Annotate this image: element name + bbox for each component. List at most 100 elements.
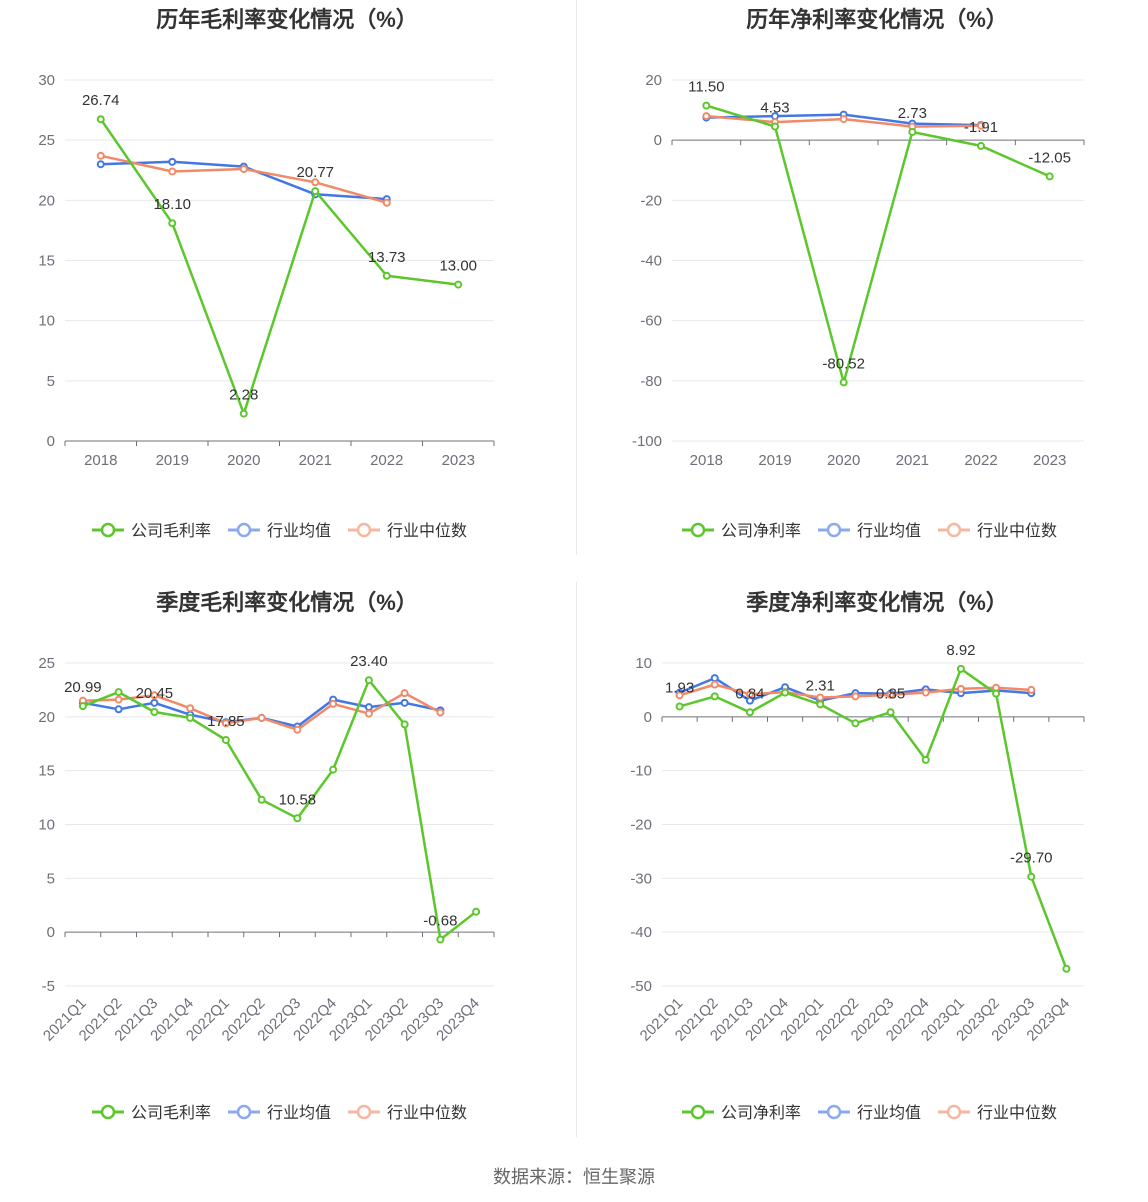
data-point	[921, 688, 930, 697]
series-line-0	[679, 667, 1068, 970]
data-point	[257, 795, 266, 804]
y-tick-label: -40	[630, 924, 652, 941]
data-label: 11.50	[688, 79, 724, 96]
legend-label: 公司净利率	[721, 1104, 801, 1122]
chart-title: 历年毛利率变化情况（%）	[156, 7, 418, 32]
data-point	[702, 101, 711, 110]
chart-svg-quarterly-net: -50-40-30-20-100102021Q12021Q22021Q32021…	[630, 642, 1085, 1122]
data-point	[851, 719, 860, 728]
data-point	[781, 688, 790, 697]
data-point	[168, 167, 177, 176]
data-point	[675, 691, 684, 700]
data-point	[400, 720, 409, 729]
data-point	[114, 705, 123, 714]
x-tick-label: 2019	[156, 452, 189, 469]
data-point	[908, 127, 917, 136]
data-point	[886, 708, 895, 717]
divider	[576, 0, 577, 555]
data-label: 0.84	[735, 685, 764, 702]
data-point	[745, 708, 754, 717]
legend-label: 行业中位数	[977, 522, 1057, 540]
data-label: -80.52	[822, 355, 865, 372]
y-tick-label: 0	[654, 132, 662, 149]
legend-marker	[236, 522, 252, 538]
data-point	[956, 684, 965, 693]
data-point	[150, 691, 159, 700]
chart-title: 季度净利率变化情况（%）	[746, 590, 1008, 615]
data-point	[96, 160, 105, 169]
data-point	[710, 680, 719, 689]
data-point	[257, 713, 266, 722]
y-tick-label: 10	[38, 313, 55, 330]
chart-annual-net: 历年净利率变化情况（%） -100 -80 -60 -40 -20 0 20 2018 2019…	[590, 0, 1148, 580]
divider	[576, 582, 577, 1137]
y-tick-label: 5	[47, 373, 55, 390]
series-line-0	[705, 104, 1051, 384]
data-point	[436, 708, 445, 717]
series-line-0	[82, 678, 477, 941]
data-point	[472, 907, 481, 916]
data-point	[221, 735, 230, 744]
y-tick-label: 15	[38, 253, 55, 270]
x-tick-label: 2022	[964, 452, 997, 469]
x-tick-label: 2021	[299, 452, 332, 469]
data-point	[956, 664, 965, 673]
legend-label: 行业中位数	[387, 1104, 467, 1122]
y-tick-label: 25	[38, 655, 55, 672]
legend-marker	[826, 522, 842, 538]
data-point	[311, 187, 320, 196]
data-point	[150, 707, 159, 716]
data-label: 1.93	[665, 679, 694, 696]
x-tick-label: 2020	[227, 452, 260, 469]
data-point	[816, 693, 825, 702]
legend-label: 公司毛利率	[131, 522, 211, 540]
data-point	[221, 719, 230, 728]
chart-title: 季度毛利率变化情况（%）	[156, 590, 418, 615]
legend-marker	[100, 522, 116, 538]
data-point	[168, 157, 177, 166]
x-tick-label: 2023	[1033, 452, 1066, 469]
data-point	[400, 698, 409, 707]
x-tick-label: 2018	[84, 452, 117, 469]
x-tick-label: 2022	[370, 452, 403, 469]
chart-quarterly-net: 季度净利率变化情况（%） -50 -40 -30 -20 -10 0 10 2021Q1 202…	[590, 583, 1148, 1163]
data-label: 4.53	[760, 100, 789, 117]
data-label: -0.68	[423, 912, 457, 929]
data-label: 8.92	[946, 642, 975, 659]
legend-marker	[690, 1104, 706, 1120]
data-point	[364, 703, 373, 712]
data-point	[239, 409, 248, 418]
data-point	[1027, 685, 1036, 694]
data-point	[382, 271, 391, 280]
data-label: 13.73	[368, 249, 406, 266]
data-source: 数据来源：恒生聚源	[493, 1167, 655, 1187]
y-tick-label: 5	[47, 870, 55, 887]
data-point	[745, 690, 754, 699]
y-tick-label: -30	[630, 870, 652, 887]
data-label: 2.73	[898, 105, 927, 122]
legend-label: 行业均值	[857, 522, 921, 540]
y-tick-label: 20	[645, 72, 662, 89]
y-tick-label: 15	[38, 763, 55, 780]
data-label: 2.31	[806, 677, 835, 694]
chart-svg-annual-gross: 0 5 10 15 20 25 30 2018 2019 2020 2021 2022 2023 26.7…	[38, 72, 495, 540]
data-label: 0.85	[876, 685, 905, 702]
x-tick-label: 2018	[690, 452, 723, 469]
legend-label: 行业中位数	[977, 1104, 1057, 1122]
legend-marker	[826, 1104, 842, 1120]
chart-title: 历年净利率变化情况（%）	[746, 7, 1008, 32]
data-point	[239, 165, 248, 174]
y-tick-label: 0	[47, 433, 55, 450]
data-point	[977, 121, 985, 130]
data-point	[454, 280, 463, 289]
legend-label: 行业均值	[267, 522, 331, 540]
data-point	[436, 935, 445, 944]
legend-marker	[690, 522, 706, 538]
y-tick-label: -20	[630, 817, 652, 834]
data-point	[816, 700, 825, 709]
data-point	[851, 692, 860, 701]
data-point	[710, 692, 719, 701]
data-label: 13.00	[439, 258, 477, 275]
data-point	[364, 676, 373, 685]
data-point	[710, 674, 719, 683]
